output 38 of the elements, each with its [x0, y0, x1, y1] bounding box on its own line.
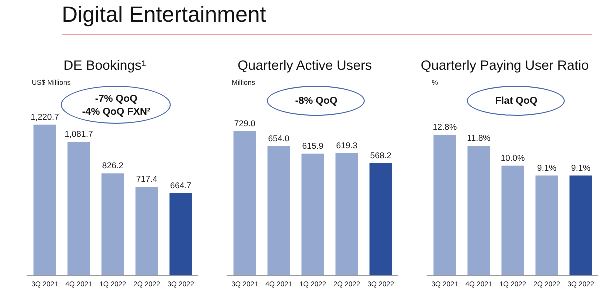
- bar: [302, 154, 324, 276]
- chart-title: DE Bookings¹: [62, 58, 148, 73]
- data-label: 9.1%: [571, 162, 592, 173]
- data-label: 1,220.7: [30, 112, 60, 122]
- data-label: 654.0: [268, 133, 290, 144]
- data-label: 619.3: [336, 140, 358, 150]
- bar: [468, 146, 490, 276]
- bar: [136, 187, 158, 276]
- data-label: 11.8%: [467, 133, 492, 144]
- data-label: 729.0: [234, 118, 256, 129]
- data-label: 717.4: [136, 174, 158, 184]
- text: Digital Entertainment: [62, 2, 266, 28]
- bar: [268, 146, 290, 276]
- bar: [370, 163, 392, 276]
- bar: [34, 124, 56, 276]
- chart-title: Quarterly Active Users: [236, 58, 374, 73]
- data-label: 1,081.7: [64, 129, 94, 140]
- bar: [170, 194, 192, 276]
- text: -7% QoQ: [94, 92, 139, 106]
- bar: [234, 132, 256, 276]
- bar: [434, 135, 456, 276]
- data-label: 12.8%: [432, 122, 458, 132]
- bar: [336, 153, 358, 276]
- bar: [68, 142, 90, 276]
- data-label: 615.9: [302, 140, 324, 151]
- data-label: 10.0%: [500, 152, 526, 163]
- data-label: 9.1%: [537, 162, 558, 173]
- chart-title: Quarterly Paying User Ratio: [420, 58, 590, 73]
- text: -4% QoQ FXN²: [81, 106, 152, 118]
- text: Flat QoQ: [494, 95, 539, 108]
- text: -8% QoQ: [294, 95, 339, 108]
- bar: [502, 166, 524, 276]
- bar: [570, 176, 592, 276]
- data-label: 568.2: [370, 150, 392, 160]
- data-label: 664.7: [170, 180, 192, 191]
- bar: [102, 174, 124, 276]
- data-label: 826.2: [102, 160, 124, 171]
- bar: [536, 176, 558, 276]
